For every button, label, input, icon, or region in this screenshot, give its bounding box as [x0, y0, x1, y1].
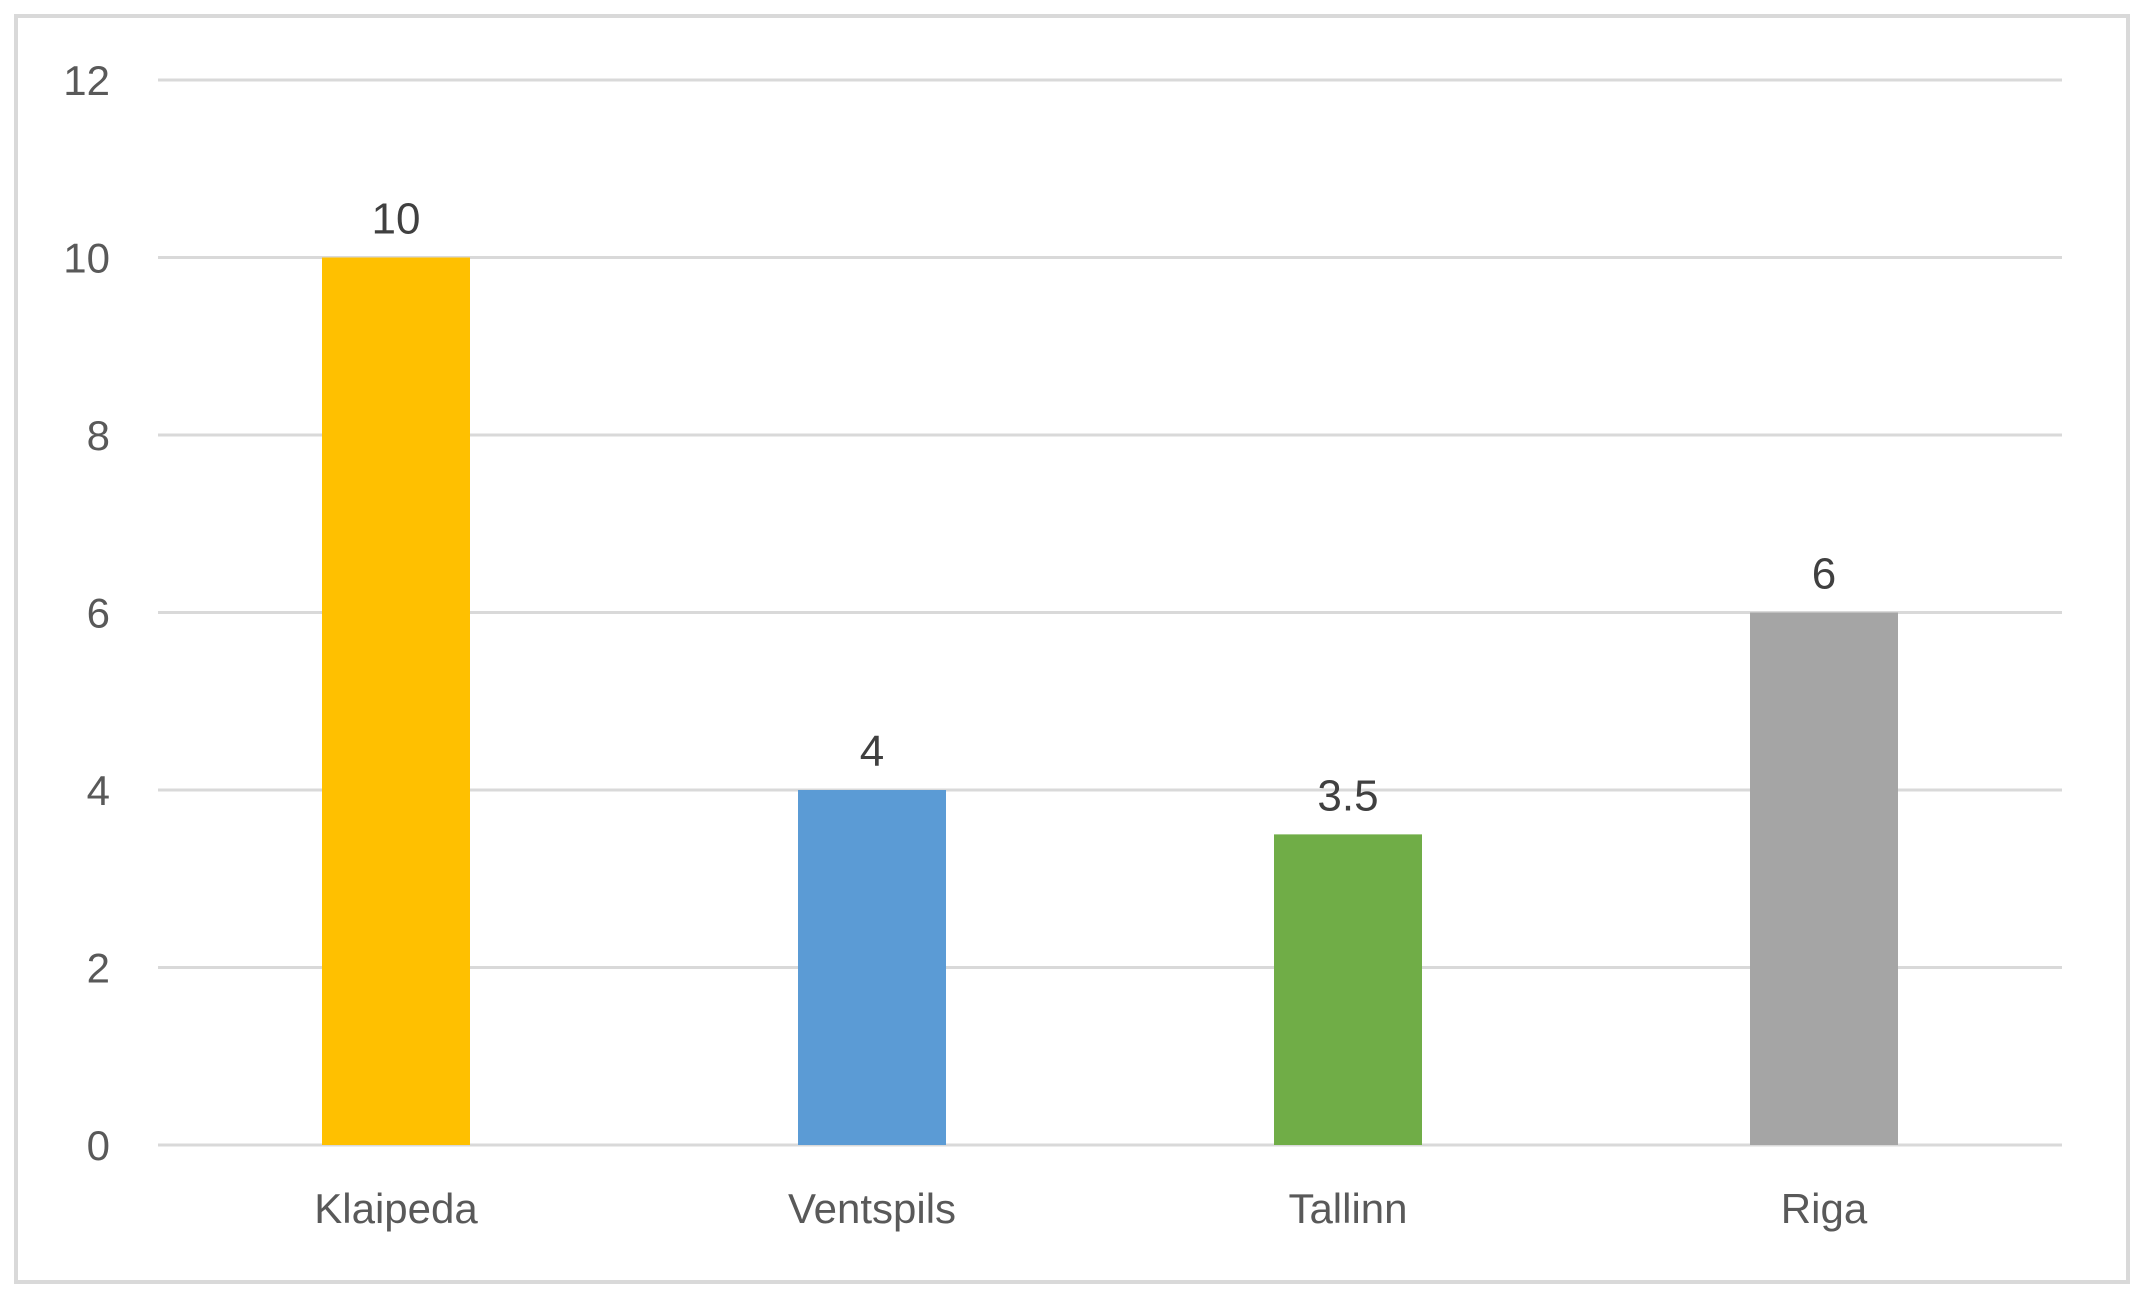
- bar-ventspils: [798, 790, 946, 1145]
- y-tick-label: 10: [63, 235, 110, 282]
- x-tick-label: Ventspils: [788, 1185, 956, 1232]
- bar-tallinn: [1274, 834, 1422, 1145]
- y-tick-label: 4: [87, 767, 110, 814]
- data-label: 10: [372, 195, 421, 244]
- x-tick-label: Riga: [1781, 1185, 1868, 1232]
- data-label: 6: [1812, 550, 1836, 599]
- y-tick-label: 12: [63, 57, 110, 104]
- y-tick-label: 0: [87, 1122, 110, 1169]
- data-label: 3.5: [1317, 771, 1378, 820]
- data-label: 4: [860, 727, 884, 776]
- x-tick-label: Tallinn: [1288, 1185, 1407, 1232]
- y-tick-label: 2: [87, 945, 110, 992]
- bar-riga: [1750, 612, 1898, 1145]
- y-tick-label: 6: [87, 590, 110, 637]
- bar-klaipeda: [322, 257, 470, 1145]
- x-tick-label: Klaipeda: [314, 1185, 478, 1232]
- y-tick-label: 8: [87, 412, 110, 459]
